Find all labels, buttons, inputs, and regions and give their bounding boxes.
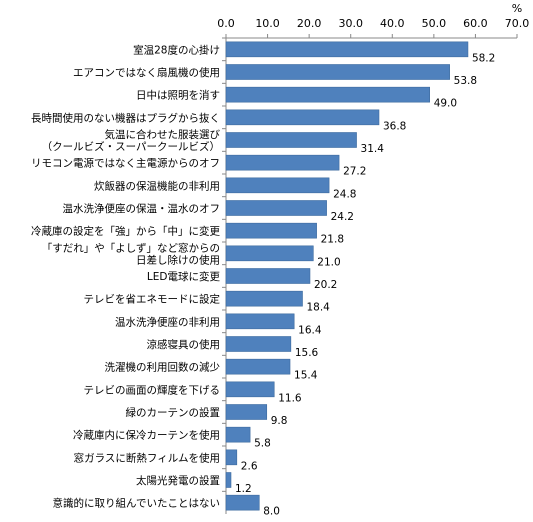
category-labels: 室温28度の心掛けエアコンではなく扇風機の使用日中は照明を消す長時間使用のない機…	[31, 43, 220, 509]
x-tick-label: 0.0	[217, 17, 235, 30]
category-label: 意識的に取り組んでいたことはない	[53, 497, 220, 510]
value-label: 53.8	[454, 75, 477, 87]
bar	[225, 426, 251, 443]
category-label: 洗濯機の利用回数の減少	[105, 361, 221, 374]
category-label: 日差し除けの使用	[136, 253, 220, 266]
bar	[225, 41, 469, 58]
bar	[225, 381, 275, 398]
bar	[225, 358, 291, 375]
bar	[225, 177, 330, 194]
category-label: テレビを省エネモードに設定	[84, 293, 221, 306]
category-label: 長時間使用のない機器はプラグから抜く	[31, 111, 220, 124]
bar	[225, 200, 327, 216]
value-label: 8.0	[263, 506, 280, 518]
category-label: LED電球に変更	[147, 270, 221, 283]
value-label: 27.2	[343, 166, 366, 178]
value-labels: 58.2 53.8 49.0 36.8 31.4 27.2 24.8 24.2 21.8 21.0…	[235, 52, 495, 517]
x-tick-label: 20.0	[297, 17, 322, 30]
bar	[225, 290, 303, 307]
x-tick-label: 10.0	[255, 17, 280, 30]
value-label: 5.8	[254, 438, 271, 450]
category-label: 冷蔵庫内に保冷カーテンを使用	[73, 429, 220, 442]
bar	[225, 222, 317, 239]
bar	[225, 449, 238, 466]
bar	[225, 336, 292, 352]
category-label: 温水洗浄便座の非利用	[115, 315, 220, 328]
value-label: 21.0	[317, 256, 340, 268]
x-tick-label: 30.0	[338, 17, 363, 30]
x-tick-label: 40.0	[380, 17, 405, 30]
category-label: （クールビズ・スーパークールビズ）	[42, 140, 220, 153]
category-label: 炊飯器の保温機能の非利用	[94, 179, 220, 192]
bar	[225, 64, 450, 80]
value-label: 15.6	[295, 347, 319, 359]
bar	[225, 268, 311, 284]
category-label: リモコン電源ではなく主電源からのオフ	[31, 157, 220, 170]
bar	[225, 109, 380, 126]
value-label: 2.6	[241, 460, 258, 472]
bar	[225, 494, 260, 511]
value-label: 49.0	[434, 98, 457, 110]
category-label: 「すだれ」や「よしず」など窓からの	[42, 241, 220, 254]
bar	[225, 313, 295, 330]
bar	[225, 154, 340, 171]
x-tick-label: 70.0	[505, 17, 530, 30]
value-label: 16.4	[298, 324, 322, 336]
category-label: 温水洗浄便座の保温・温水のオフ	[63, 202, 221, 215]
value-label: 15.4	[294, 370, 318, 382]
value-label: 11.6	[278, 392, 302, 404]
x-tick-label: 60.0	[463, 17, 488, 30]
value-label: 58.2	[472, 52, 495, 64]
value-label: 36.8	[383, 120, 406, 132]
value-label: 21.8	[321, 234, 344, 246]
value-label: 31.4	[361, 143, 385, 155]
bar	[225, 404, 268, 420]
category-label: 日中は照明を消す	[136, 89, 220, 102]
category-label: 窓ガラスに断熱フィルムを使用	[74, 451, 220, 464]
value-label: 18.4	[306, 302, 330, 314]
x-axis-ticks: 0.0 10.0 20.0 30.0 40.0 50.0 60.0 70.0	[217, 17, 529, 30]
bar	[225, 472, 232, 488]
category-label: エアコンではなく扇風機の使用	[73, 66, 220, 79]
value-label: 24.2	[331, 211, 354, 223]
x-tick-label: 50.0	[422, 17, 447, 30]
category-label: テレビの画面の輝度を下げる	[84, 383, 221, 396]
bar	[225, 132, 357, 148]
category-label: 太陽光発電の設置	[136, 474, 220, 487]
category-label: 緑のカーテンの設置	[126, 406, 221, 419]
bar	[225, 245, 314, 262]
category-label: 室温28度の心掛け	[133, 43, 220, 56]
value-label: 9.8	[271, 415, 288, 427]
bar	[225, 86, 430, 103]
category-label: 涼感寝具の使用	[147, 338, 221, 351]
value-label: 1.2	[235, 483, 252, 495]
value-label: 24.8	[333, 188, 356, 200]
category-label: 冷蔵庫の設定を「強」から「中」に変更	[31, 225, 220, 238]
value-label: 20.2	[314, 279, 337, 291]
unit-label: %	[512, 2, 522, 15]
category-label: 気温に合わせた服装選び	[105, 128, 221, 141]
bars	[225, 41, 469, 511]
